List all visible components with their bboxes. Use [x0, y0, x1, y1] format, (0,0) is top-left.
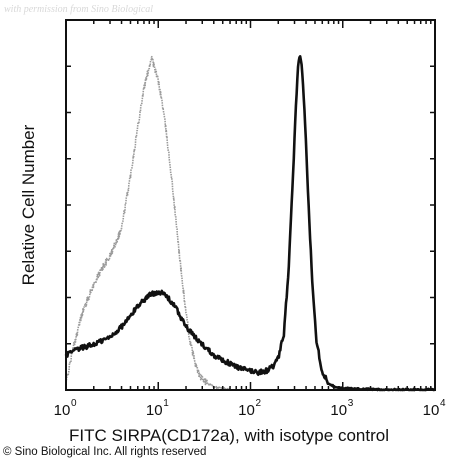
x-tick-label-exponent: 1	[163, 398, 169, 409]
plot-frame	[65, 19, 436, 391]
x-tick-label: 10 4	[423, 398, 446, 419]
x-tick-label-exponent: 2	[256, 398, 262, 409]
sirpa-stained-histogram	[64, 55, 436, 392]
x-tick-label: 10 0	[54, 398, 77, 419]
x-tick-label-exponent: 4	[440, 398, 446, 409]
x-tick-label-base: 10	[54, 402, 71, 419]
x-tick-label-base: 10	[146, 402, 163, 419]
x-axis-tick-labels: 10 0 10 1 10 2 10 3 10 4	[54, 398, 446, 419]
x-axis-ticks	[65, 20, 436, 390]
x-axis-label: FITC SIRPA(CD172a), with isotype control	[69, 426, 389, 445]
copyright-text: © Sino Biological Inc. All rights reserv…	[3, 446, 207, 458]
y-axis-ticks	[66, 19, 435, 391]
x-tick-label-base: 10	[330, 402, 347, 419]
x-tick-label-base: 10	[423, 402, 440, 419]
x-tick-label: 10 3	[330, 398, 353, 419]
plot-area	[64, 55, 436, 392]
x-tick-label-base: 10	[238, 402, 255, 419]
x-tick-label: 10 1	[146, 398, 169, 419]
isotype-control-histogram	[65, 55, 231, 391]
x-tick-label-exponent: 3	[348, 398, 354, 409]
y-axis-label: Relative Cell Number	[19, 124, 38, 285]
x-tick-label: 10 2	[238, 398, 261, 419]
watermark-text: with permission from Sino Biological	[4, 4, 153, 15]
x-tick-label-exponent: 0	[71, 398, 77, 409]
